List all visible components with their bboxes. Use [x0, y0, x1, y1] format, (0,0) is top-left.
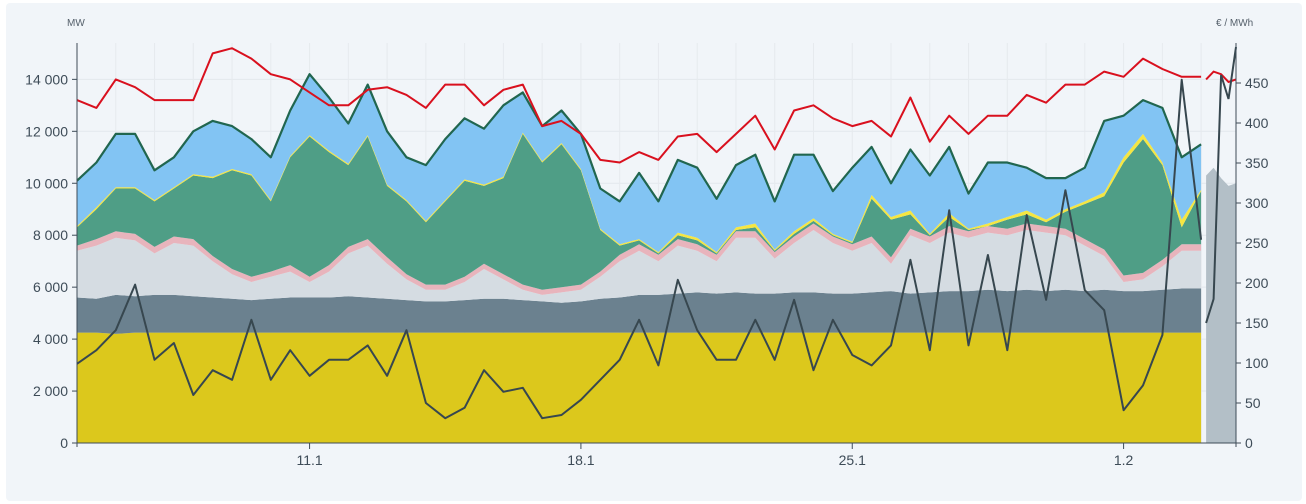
area-darkgray: [77, 288, 1202, 334]
right-tick-label: 50: [1245, 395, 1261, 411]
right-tick-label: 450: [1245, 75, 1269, 91]
area-solar: [77, 132, 1202, 254]
right-tick-label: 0: [1245, 435, 1253, 451]
x-tick-label: 18.1: [567, 452, 594, 468]
right-tick-label: 150: [1245, 315, 1269, 331]
left-tick-label: 12 000: [25, 123, 68, 139]
area-yellow: [77, 332, 1202, 443]
left-tick-label: 10 000: [25, 175, 68, 191]
area-green: [77, 133, 1202, 290]
left-tick-label: 6 000: [33, 279, 68, 295]
left-tick-label: 2 000: [33, 383, 68, 399]
right-tick-label: 300: [1245, 195, 1269, 211]
left-tick-label: 0: [60, 435, 68, 451]
consumption-line: [76, 47, 1202, 164]
left-tick-label: 8 000: [33, 227, 68, 243]
right-tick-label: 400: [1245, 115, 1269, 131]
right-tick-label: 350: [1245, 155, 1269, 171]
area-blue: [77, 74, 1202, 253]
price-forecast-line: [1205, 46, 1237, 324]
right-tick-label: 200: [1245, 275, 1269, 291]
x-tick-label: 11.1: [296, 452, 322, 468]
right-tick-label: 100: [1245, 355, 1269, 371]
left-axis-unit: MW: [67, 18, 85, 29]
area-lightgray: [77, 230, 1202, 303]
stacked-areas: [77, 74, 1236, 443]
x-tick-label: 1.2: [1114, 452, 1134, 468]
left-tick-label: 4 000: [33, 331, 68, 347]
right-tick-label: 250: [1245, 235, 1269, 251]
area-forecast: [1206, 167, 1236, 443]
lines: [76, 46, 1237, 420]
price-line: [76, 78, 1203, 420]
total-production-line: [76, 73, 1202, 203]
right-axis-unit: € / MWh: [1216, 18, 1253, 29]
axes: 0 2 000 4 000 6 000 8 000 10 000 12 000 14 000 0…: [25, 43, 1269, 468]
left-tick-label: 14 000: [25, 71, 68, 87]
x-tick-label: 25.1: [839, 452, 866, 468]
